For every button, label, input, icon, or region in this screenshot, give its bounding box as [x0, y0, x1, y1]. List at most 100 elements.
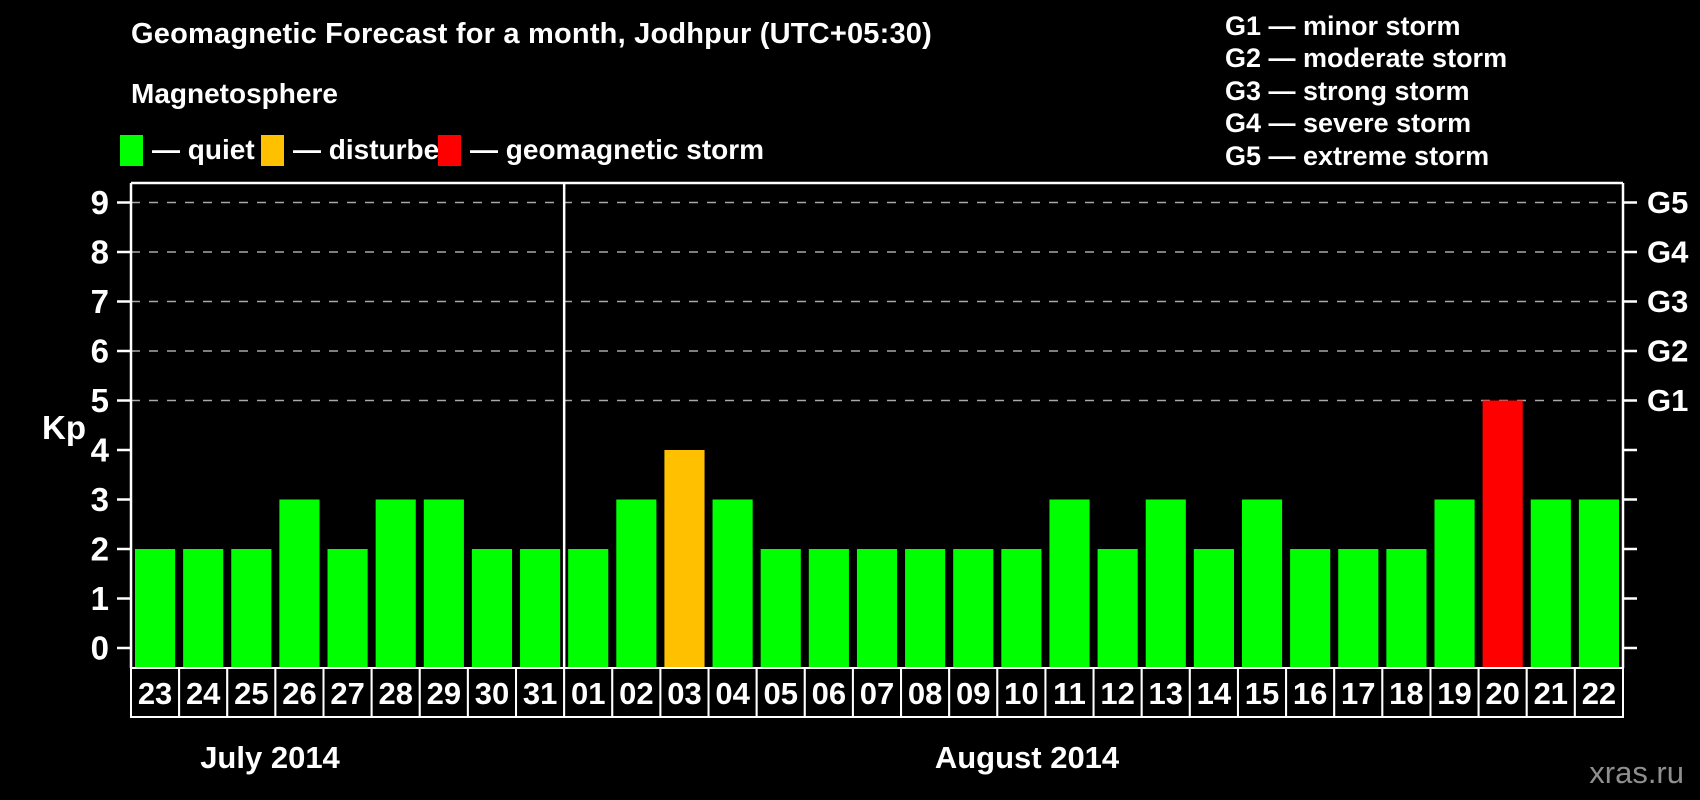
- g-scale-line-g2: G2 — moderate storm: [1225, 43, 1508, 74]
- day-box-07: [851, 667, 903, 718]
- day-label-13: 13: [1149, 676, 1183, 711]
- y-tick-label-4: 4: [91, 432, 110, 469]
- quiet-color-swatch: [120, 134, 143, 166]
- y-tick-label-7: 7: [91, 283, 109, 320]
- day-label-02: 02: [619, 676, 653, 711]
- day-label-19: 19: [1437, 676, 1471, 711]
- kp-bar-day-07: [856, 549, 898, 668]
- right-axis-label-g3: G3: [1647, 284, 1688, 319]
- kp-bar-day-21: [1530, 499, 1571, 668]
- month-label-august: August 2014: [934, 740, 1120, 775]
- y-axis-title: Kp: [42, 409, 86, 446]
- y-tick-label-0: 0: [91, 630, 109, 667]
- watermark: xras.ru: [1589, 755, 1684, 790]
- day-box-26: [274, 667, 325, 718]
- kp-bar-day-29: [423, 499, 464, 668]
- day-box-20: [1477, 667, 1528, 718]
- day-label-10: 10: [1004, 676, 1038, 711]
- g-scale-legend: G1 — minor storm G2 — moderate storm G3 — …: [1225, 10, 1507, 172]
- day-label-29: 29: [427, 676, 461, 711]
- magnetosphere-legend-heading: Magnetosphere: [131, 78, 338, 109]
- day-label-28: 28: [378, 676, 412, 711]
- day-box-19: [1429, 667, 1480, 718]
- kp-bar-day-11: [1049, 499, 1090, 668]
- day-label-21: 21: [1534, 676, 1568, 711]
- g-scale-line-g5: G5 — extreme storm: [1225, 140, 1490, 171]
- kp-bar-day-10: [1001, 549, 1042, 668]
- day-box-23: [130, 667, 181, 718]
- day-box-09: [948, 667, 999, 718]
- day-label-25: 25: [234, 676, 268, 711]
- storm-color-swatch: [438, 134, 461, 166]
- y-tick-label-1: 1: [91, 580, 109, 617]
- right-axis-label-g1: G1: [1647, 383, 1688, 418]
- day-box-04: [707, 667, 758, 718]
- kp-bar-day-31: [520, 549, 561, 668]
- day-label-01: 01: [571, 676, 605, 711]
- kp-bar-day-06: [808, 549, 849, 668]
- kp-bar-day-27: [327, 549, 368, 668]
- day-label-07: 07: [860, 676, 894, 711]
- kp-bar-day-23: [135, 549, 176, 668]
- disturbed-color-swatch: [261, 134, 284, 166]
- kp-bar-day-20: [1482, 400, 1523, 668]
- day-box-22: [1573, 667, 1625, 718]
- chart-title: Geomagnetic Forecast for a month, Jodhpu…: [131, 18, 932, 50]
- day-label-11: 11: [1053, 676, 1086, 711]
- y-tick-label-6: 6: [91, 333, 109, 370]
- day-label-26: 26: [282, 676, 316, 711]
- kp-bar-day-30: [471, 549, 513, 668]
- month-label-july: July 2014: [200, 740, 340, 775]
- day-label-22: 22: [1582, 676, 1616, 711]
- y-tick-label-2: 2: [91, 531, 109, 568]
- kp-bar-day-04: [712, 499, 753, 668]
- day-label-24: 24: [186, 676, 221, 711]
- day-box-27: [322, 667, 373, 718]
- kp-bar-day-16: [1290, 549, 1331, 668]
- day-label-06: 06: [812, 676, 846, 711]
- day-label-03: 03: [667, 676, 701, 711]
- g-scale-line-g3: G3 — strong storm: [1225, 75, 1470, 106]
- day-label-14: 14: [1197, 676, 1232, 711]
- kp-bar-day-09: [953, 549, 994, 668]
- kp-bar-day-24: [183, 549, 224, 668]
- g-scale-line-g4: G4 — severe storm: [1225, 108, 1472, 139]
- day-label-17: 17: [1341, 676, 1375, 711]
- kp-bar-day-26: [279, 499, 320, 668]
- kp-bar-day-08: [905, 549, 946, 668]
- day-label-18: 18: [1389, 676, 1423, 711]
- day-label-04: 04: [715, 676, 750, 711]
- kp-bar-day-18: [1386, 549, 1427, 668]
- kp-bar-day-19: [1434, 499, 1475, 668]
- kp-bar-day-28: [375, 499, 416, 668]
- kp-bar-day-01: [568, 549, 609, 668]
- day-label-20: 20: [1485, 676, 1519, 711]
- right-axis-label-g5: G5: [1647, 185, 1688, 220]
- kp-bar-day-14: [1193, 549, 1234, 668]
- legend-item-label: — quiet: [152, 134, 255, 165]
- day-box-02: [611, 667, 662, 718]
- day-label-31: 31: [523, 676, 557, 711]
- kp-bar-day-02: [616, 499, 657, 668]
- y-tick-label-9: 9: [91, 184, 109, 221]
- day-box-06: [803, 667, 854, 718]
- y-tick-label-3: 3: [91, 481, 109, 518]
- day-box-11: [1044, 667, 1095, 718]
- day-box-13: [1140, 667, 1191, 718]
- day-box-01: [563, 667, 614, 718]
- legend-item-label: — geomagnetic storm: [470, 134, 765, 165]
- kp-bar-day-05: [760, 549, 801, 668]
- day-box-16: [1285, 667, 1336, 718]
- day-label-12: 12: [1100, 676, 1134, 711]
- kp-bar-day-13: [1145, 499, 1186, 668]
- day-box-14: [1188, 667, 1239, 718]
- day-label-27: 27: [330, 676, 364, 711]
- day-label-09: 09: [956, 676, 990, 711]
- day-label-30: 30: [475, 676, 509, 711]
- kp-bar-day-25: [231, 549, 272, 668]
- legend-item-storm: — geomagnetic storm: [438, 133, 764, 167]
- right-axis-label-g2: G2: [1647, 334, 1688, 369]
- legend-item-label: — disturbed: [293, 134, 457, 165]
